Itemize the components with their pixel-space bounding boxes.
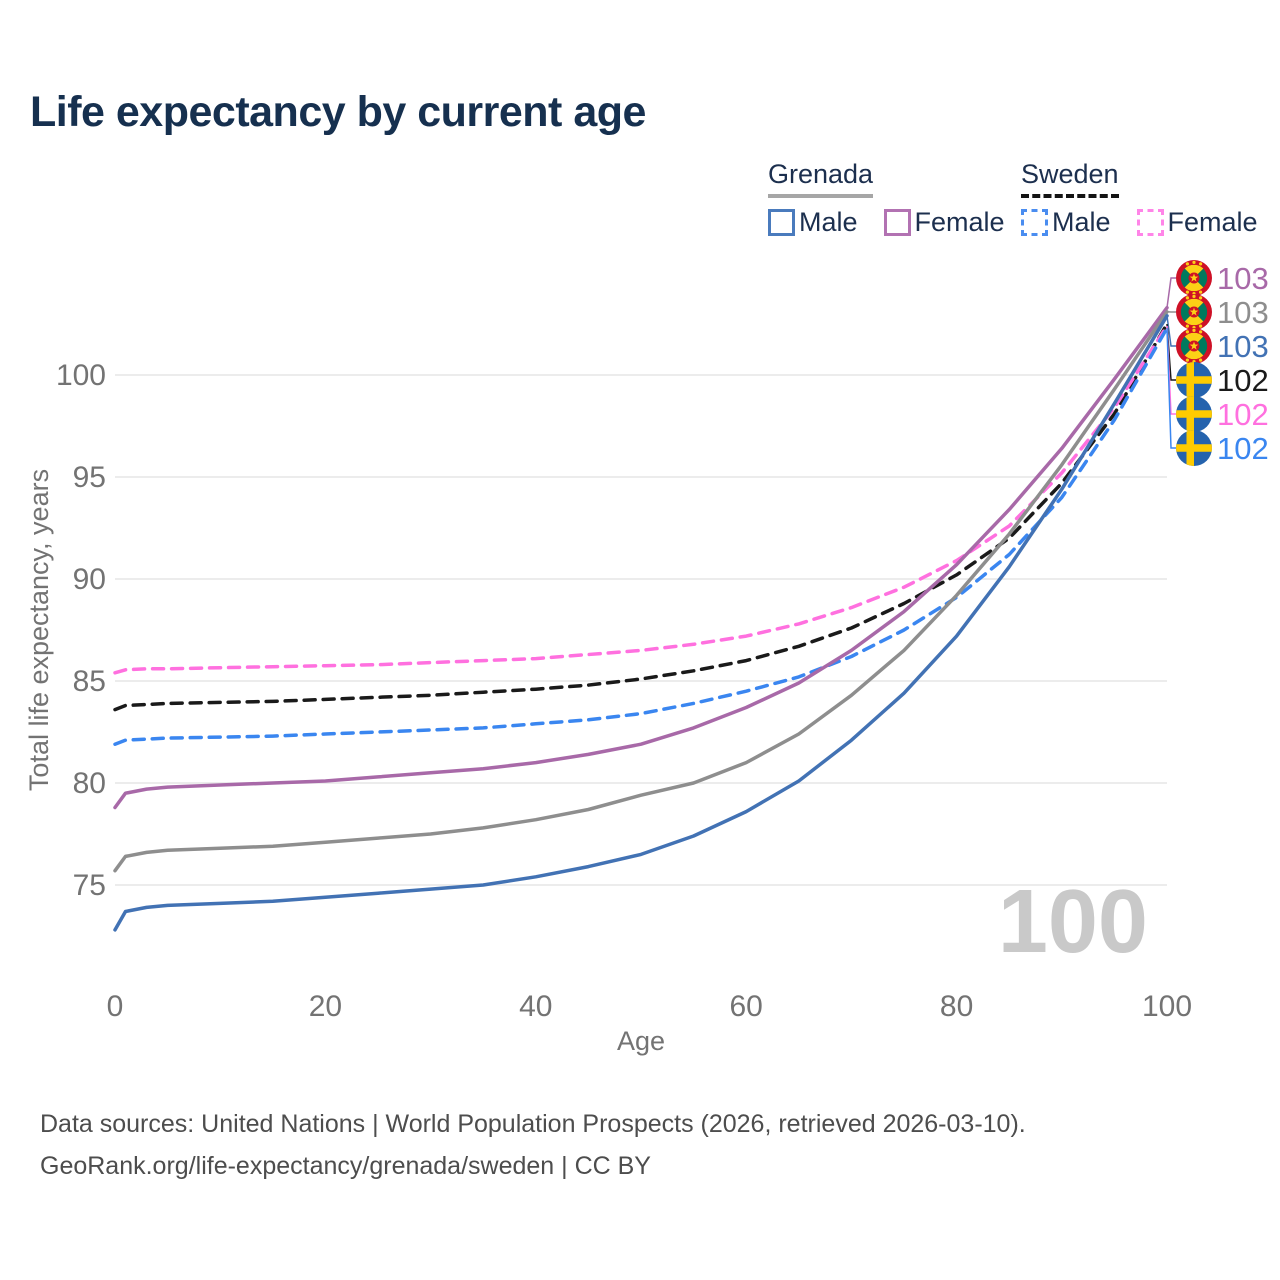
legend-swatch-sweden-female [1136,208,1164,236]
flag-icon-sweden-female [1176,396,1212,432]
series-line-sweden-male[interactable] [113,326,1169,746]
legend-swatch-grenada-male [768,208,795,236]
series-line-grenada-male[interactable] [113,314,1169,932]
legend-item-sweden-female[interactable]: Female [1136,206,1258,238]
series-line-sweden-both-sexes[interactable] [113,322,1169,712]
series-line-sweden-female[interactable] [113,324,1169,675]
y-tick-90: 90 [73,563,106,596]
legend-swatch-sweden-male [1021,208,1048,236]
page-title: Life expectancy by current age [30,88,646,136]
legend-label-sweden-female: Female [1167,206,1258,237]
flag-icon-grenada-both-sexes [1176,294,1212,330]
footer-data-sources: Data sources: United Nations | World Pop… [40,1110,1026,1138]
x-tick-20: 20 [309,990,342,1023]
y-axis-title: Total life expectancy, years [24,469,54,791]
flag-icon-grenada-male [1176,328,1212,364]
legend-item-sweden-male[interactable]: Male [1021,207,1111,238]
legend-country-sweden[interactable]: Sweden [1021,159,1119,198]
legend-swatch-grenada-female [883,208,911,236]
end-value-label-sweden-male: 102 [1217,431,1269,466]
legend-item-grenada-female[interactable]: Female [883,206,1005,238]
leader-line-grenada-female [1166,277,1176,308]
x-tick-80: 80 [940,990,973,1023]
x-tick-40: 40 [519,990,552,1023]
footer: Data sources: United Nations | World Pop… [40,1103,1026,1187]
legend-group-sweden: Sweden Male Female [1021,159,1258,238]
leader-line-grenada-male [1166,315,1176,347]
end-value-label-grenada-male: 103 [1217,329,1269,364]
y-tick-85: 85 [73,665,106,698]
flag-icon-sweden-both-sexes [1176,362,1212,398]
end-value-label-grenada-female: 103 [1217,261,1269,296]
legend-label-sweden-male: Male [1052,206,1111,237]
legend-country-grenada[interactable]: Grenada [768,159,874,198]
x-tick-60: 60 [730,990,763,1023]
legend-label-grenada-female: Female [914,206,1005,237]
leader-line-sweden-male [1166,328,1176,449]
legend-label-grenada-male: Male [799,206,858,237]
x-tick-100: 100 [1142,990,1192,1023]
flag-icon-grenada-female [1176,260,1212,296]
end-value-label-grenada-both-sexes: 103 [1217,295,1269,330]
x-tick-0: 0 [107,990,124,1023]
y-tick-75: 75 [73,869,106,902]
flag-icon-sweden-male [1176,430,1212,466]
hover-age-watermark: 100 [998,872,1148,972]
end-value-label-sweden-female: 102 [1217,397,1269,432]
legend-group-grenada: Grenada Male Female [768,159,1005,238]
legend-item-grenada-male[interactable]: Male [768,207,858,238]
x-axis-title: Age [617,1026,665,1056]
y-tick-80: 80 [73,767,106,800]
series-line-grenada-both-sexes[interactable] [113,310,1169,873]
series-line-grenada-female[interactable] [113,305,1169,810]
y-tick-95: 95 [73,461,106,494]
footer-attribution: GeoRank.org/life-expectancy/grenada/swed… [40,1152,651,1180]
y-tick-100: 100 [56,359,106,392]
end-value-label-sweden-both-sexes: 102 [1217,363,1269,398]
